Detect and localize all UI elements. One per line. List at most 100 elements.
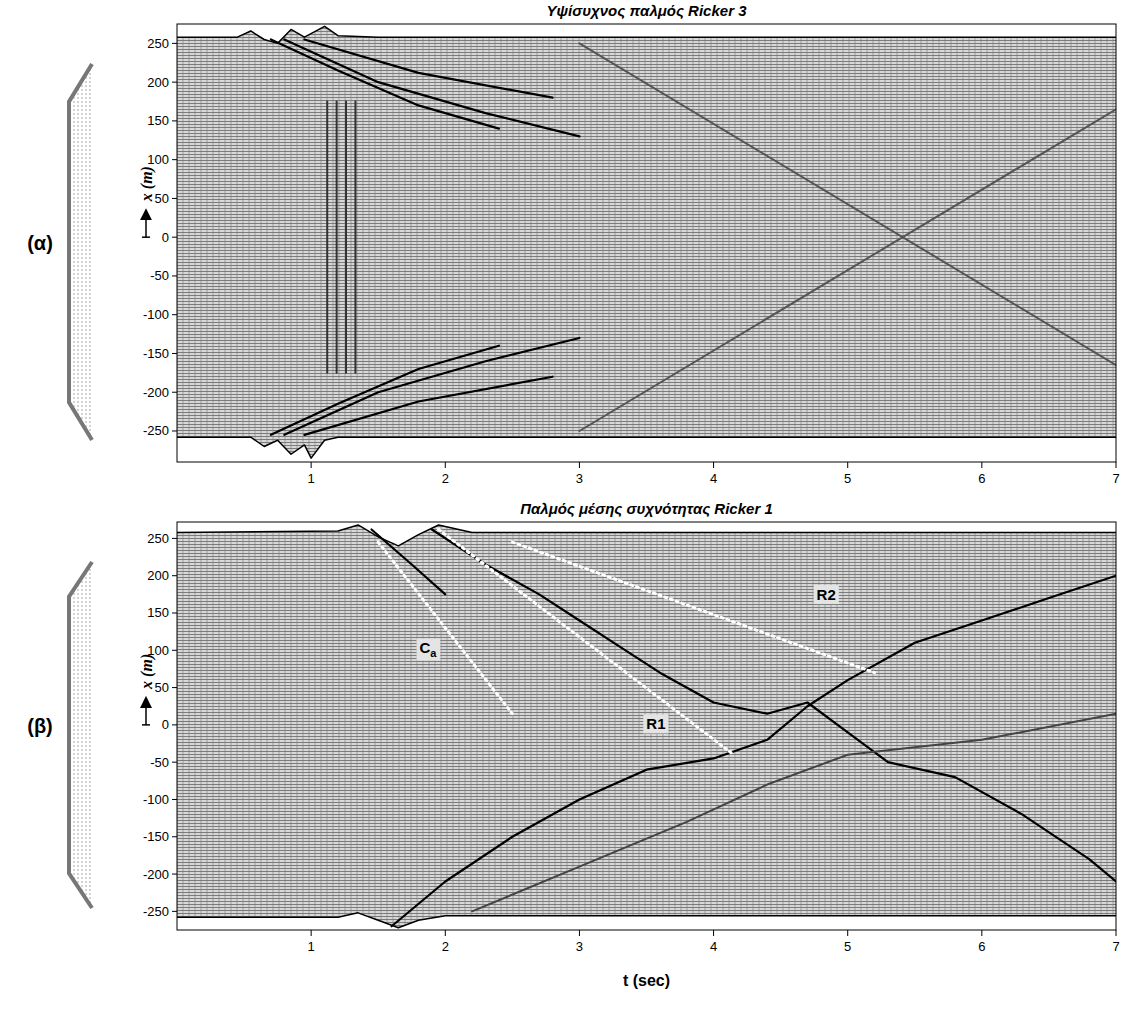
x-tick [713,462,714,468]
y-tick-label: 200 [147,568,169,583]
y-tick-label: -250 [143,423,169,438]
x-tick-label: 2 [442,939,449,954]
y-tick-label: 100 [147,152,169,167]
wave-trace [336,102,338,373]
y-tick-label: 0 [162,230,169,245]
y-tick [172,237,177,238]
y-tick-label: 50 [155,680,169,695]
annotation-line [439,529,734,754]
wave-trace [392,576,1116,927]
y-tick [172,392,177,393]
x-tick [579,930,580,936]
y-tick-label: -200 [143,385,169,400]
y-tick [172,314,177,315]
annotation-line [512,542,874,673]
x-tick [713,930,714,936]
wave-trace [472,714,1116,912]
y-tick-label: 200 [147,75,169,90]
panel: (β) Παλμός μέσης συχνότητας Ricker 1 Ca R1 R… [27,500,1119,989]
plot-area [177,525,1116,928]
x-tick-label: 6 [978,939,985,954]
annotation-label: R1 [643,714,668,733]
plot-frame [177,522,1116,930]
wave-trace [579,43,1116,365]
figure: (α) Υψίσυχνος παλμός Ricker 3 -250 -200 -150… [0,0,1126,1028]
x-tick-label: 6 [978,471,985,486]
title: Υψίσυχνος παλμός Ricker 3 [547,2,748,19]
y-tick-label: 0 [162,717,169,732]
axis-arrow [145,699,147,725]
y-tick-label: 50 [155,191,169,206]
y-tick [172,762,177,763]
y-tick [172,538,177,539]
y-tick-label: -150 [143,346,169,361]
y-axis-title: x (m) [138,166,156,202]
x-axis-title: t (sec) [623,972,670,989]
panel: (α) Υψίσυχνος παλμός Ricker 3 -250 -200 -150… [27,2,1119,486]
wave-trace [432,529,1116,881]
y-tick-label: 150 [147,605,169,620]
y-tick-label: 250 [147,36,169,51]
slope-fill [69,562,92,908]
x-tick [847,462,848,468]
y-tick [172,120,177,121]
x-tick [847,930,848,936]
y-tick [172,687,177,688]
slope-outline [69,64,92,440]
annotation-line [378,542,512,714]
x-tick-label: 2 [442,471,449,486]
x-tick [981,462,982,468]
y-tick [172,836,177,837]
x-tick [1116,930,1117,936]
wave-trace [579,109,1116,431]
y-tick [172,575,177,576]
slope-outline [69,562,92,908]
annotation-text: Ca [420,639,438,659]
wave-trace [177,913,1116,928]
panel-label: (α) [27,232,53,254]
y-tick-label: -150 [143,829,169,844]
label-bg [814,585,839,604]
y-axis-title: x (m) [138,654,156,690]
x-tick-label: 1 [308,939,315,954]
y-tick-label: 150 [147,113,169,128]
annotation-text: R1 [646,715,665,732]
trace-mesh [177,26,1116,458]
wave-trace [177,525,1116,546]
x-tick-label: 7 [1112,939,1119,954]
wave-trace [354,102,356,373]
panel-label: (β) [27,715,53,737]
slope-fill [69,64,92,440]
x-tick-label: 5 [844,939,851,954]
x-tick [445,930,446,936]
annotation-label: R2 [814,585,839,604]
y-tick-label: -50 [150,755,169,770]
x-tick-label: 7 [1112,471,1119,486]
x-tick-label: 4 [710,939,717,954]
x-tick-label: 3 [576,939,583,954]
y-tick-label: -100 [143,307,169,322]
y-tick-label: 250 [147,531,169,546]
label-bg [417,638,441,660]
x-tick-label: 5 [844,471,851,486]
x-tick [981,930,982,936]
wave-trace [177,26,1116,43]
y-tick [172,724,177,725]
x-tick [579,462,580,468]
wave-trace [304,377,552,435]
x-tick-label: 1 [308,471,315,486]
plot-area [177,26,1116,458]
y-tick [172,82,177,83]
x-tick-label: 3 [576,471,583,486]
title: Παλμός μέσης συχνότητας Ricker 1 [520,500,773,517]
y-tick [172,159,177,160]
annotation-text: R2 [817,586,836,603]
y-tick-label: -50 [150,268,169,283]
plot-frame [177,24,1116,462]
y-tick [172,874,177,875]
axis-arrow [145,211,147,237]
x-tick [311,930,312,936]
wave-trace [345,102,347,373]
wave-trace [304,40,552,98]
wave-trace [284,338,579,435]
